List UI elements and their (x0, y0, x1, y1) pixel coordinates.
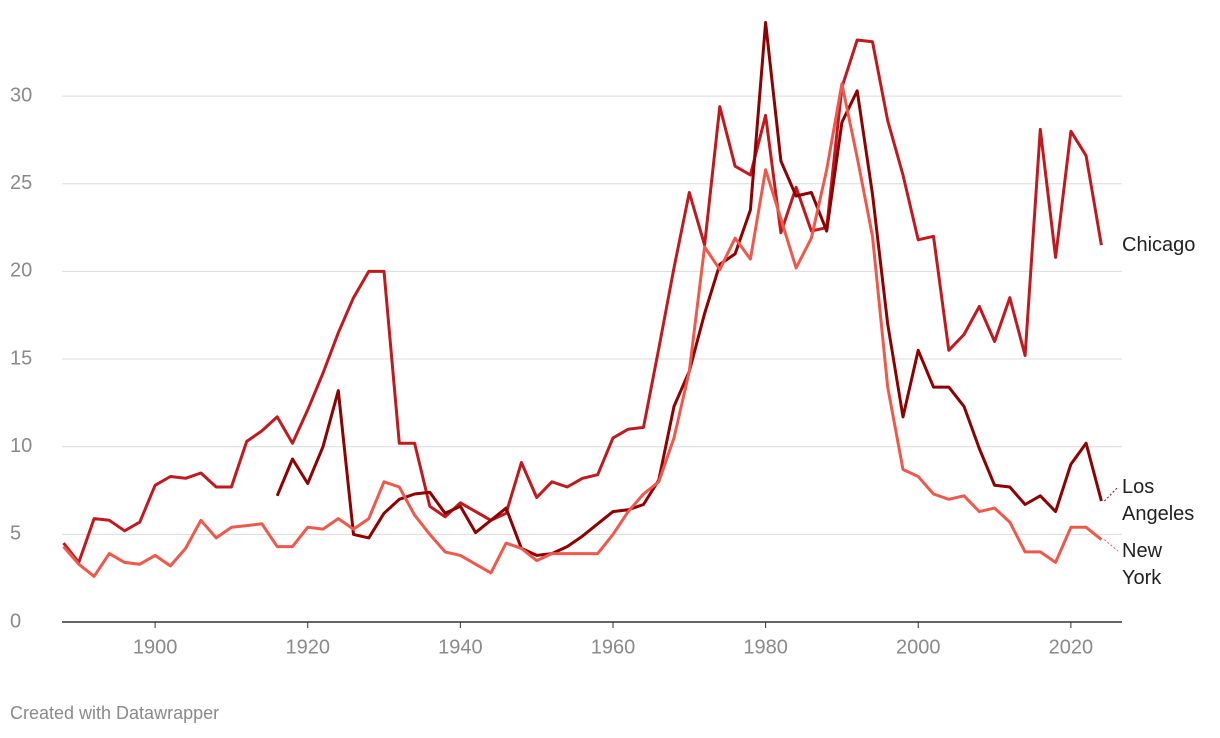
line (62, 38, 1103, 564)
credit: Created with Datawrapper (10, 703, 220, 723)
x-tick-label: 2000 (896, 636, 941, 658)
y-tick-label: 15 (10, 347, 32, 369)
x-tick-label: 1940 (438, 636, 483, 658)
line (275, 21, 1103, 557)
y-tick-label: 20 (10, 260, 32, 282)
y-tick-label: 10 (10, 435, 32, 457)
x-tick-label: 2020 (1049, 636, 1094, 658)
series-label: Los Angeles (1122, 476, 1195, 526)
leader-line (1104, 486, 1119, 502)
x-tick-label: 1920 (285, 636, 330, 658)
line (62, 82, 1103, 578)
x-tick-label: 1980 (743, 636, 788, 658)
x-tick-label: 1900 (133, 636, 178, 658)
chart: 0 5 10 15 20 25 30 1900 1920 1940 1960 1980 2000 2020 (10, 21, 1122, 658)
y-tick-label: 25 (10, 172, 32, 194)
series-label: Chicago (1122, 233, 1196, 256)
y-tick-label: 5 (10, 523, 21, 545)
y-tick-label: 30 (10, 84, 32, 106)
y-tick-label: 0 (10, 610, 21, 632)
x-tick-label: 1960 (591, 636, 636, 658)
series-label: New York (1122, 540, 1163, 590)
leader-line (1104, 539, 1119, 552)
